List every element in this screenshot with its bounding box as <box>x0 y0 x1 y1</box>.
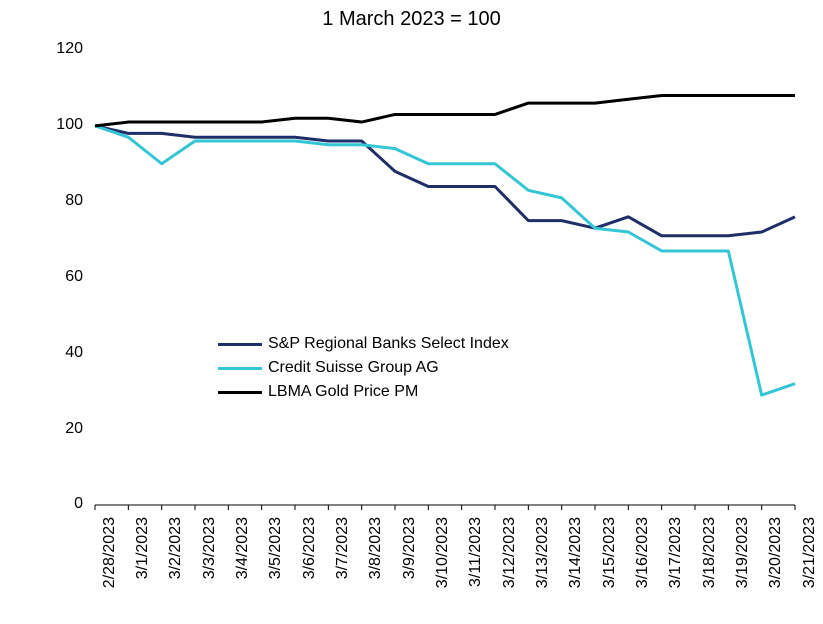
x-tick-label: 3/4/2023 <box>234 517 252 617</box>
x-tick-label: 3/3/2023 <box>201 517 219 617</box>
x-tick-label: 3/12/2023 <box>501 517 519 617</box>
x-tick-label: 3/18/2023 <box>701 517 719 617</box>
y-tick-label: 20 <box>23 420 83 438</box>
x-tick-label: 3/9/2023 <box>401 517 419 617</box>
y-tick-label: 40 <box>23 344 83 362</box>
series-line <box>95 126 795 395</box>
x-tick-label: 3/8/2023 <box>367 517 385 617</box>
x-tick-label: 3/21/2023 <box>801 517 819 617</box>
y-tick-label: 120 <box>23 40 83 58</box>
y-tick-label: 80 <box>23 192 83 210</box>
x-tick-label: 3/17/2023 <box>667 517 685 617</box>
x-tick-label: 3/15/2023 <box>601 517 619 617</box>
x-tick-label: 3/7/2023 <box>334 517 352 617</box>
x-tick-label: 3/11/2023 <box>467 517 485 617</box>
x-tick-label: 3/1/2023 <box>134 517 152 617</box>
y-tick-label: 0 <box>23 495 83 513</box>
x-tick-label: 3/19/2023 <box>734 517 752 617</box>
x-tick-label: 3/14/2023 <box>567 517 585 617</box>
x-tick-label: 3/10/2023 <box>434 517 452 617</box>
x-tick-label: 3/5/2023 <box>267 517 285 617</box>
line-chart: 1 March 2023 = 100 020406080100120 2/28/… <box>0 0 823 624</box>
x-tick-label: 3/6/2023 <box>301 517 319 617</box>
x-tick-label: 3/20/2023 <box>767 517 785 617</box>
x-tick-label: 3/16/2023 <box>634 517 652 617</box>
x-tick-label: 2/28/2023 <box>101 517 119 617</box>
x-tick-label: 3/2/2023 <box>167 517 185 617</box>
series-line <box>95 96 795 126</box>
y-tick-label: 100 <box>23 116 83 134</box>
y-tick-label: 60 <box>23 268 83 286</box>
x-tick-label: 3/13/2023 <box>534 517 552 617</box>
